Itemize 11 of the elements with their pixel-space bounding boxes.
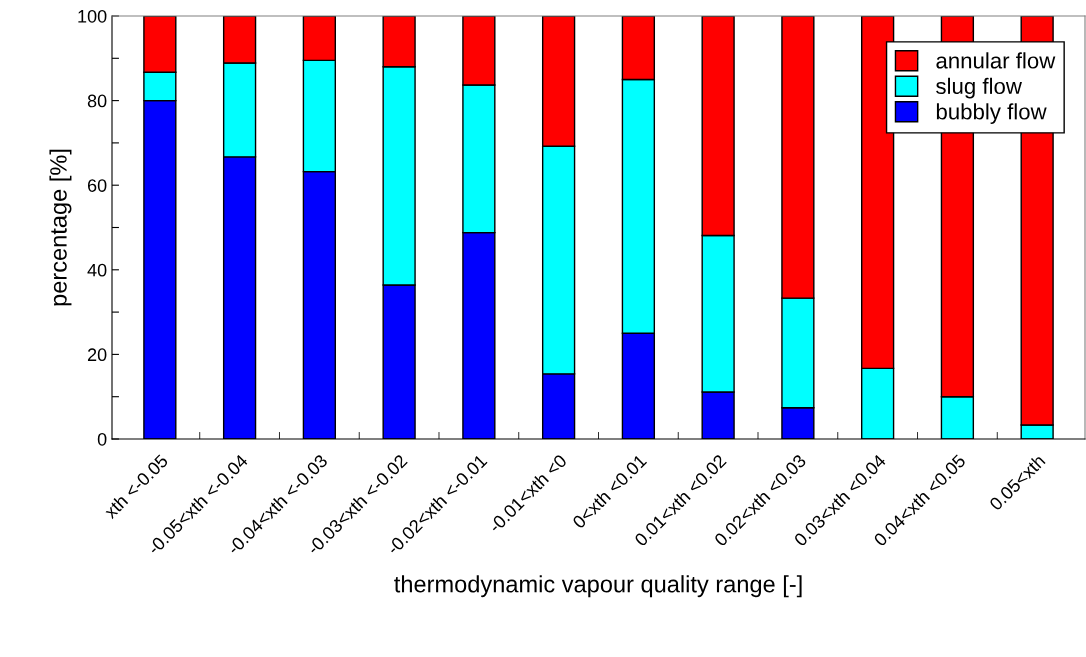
y-tick-label: 80: [87, 94, 107, 108]
legend-label: annular flow: [936, 52, 1056, 69]
y-tick-label: 60: [87, 179, 107, 192]
y-axis-title: percentage [%]: [49, 149, 72, 306]
legend-label: bubbly flow: [936, 103, 1047, 124]
y-tick-label: 20: [87, 348, 107, 362]
legend-label: slug flow: [936, 77, 1022, 99]
y-tick-label: 0: [97, 432, 107, 446]
x-axis-title: thermodynamic vapour quality range [-]: [394, 575, 802, 598]
y-tick-label: 100: [78, 9, 107, 23]
y-tick-label: 40: [87, 263, 107, 277]
